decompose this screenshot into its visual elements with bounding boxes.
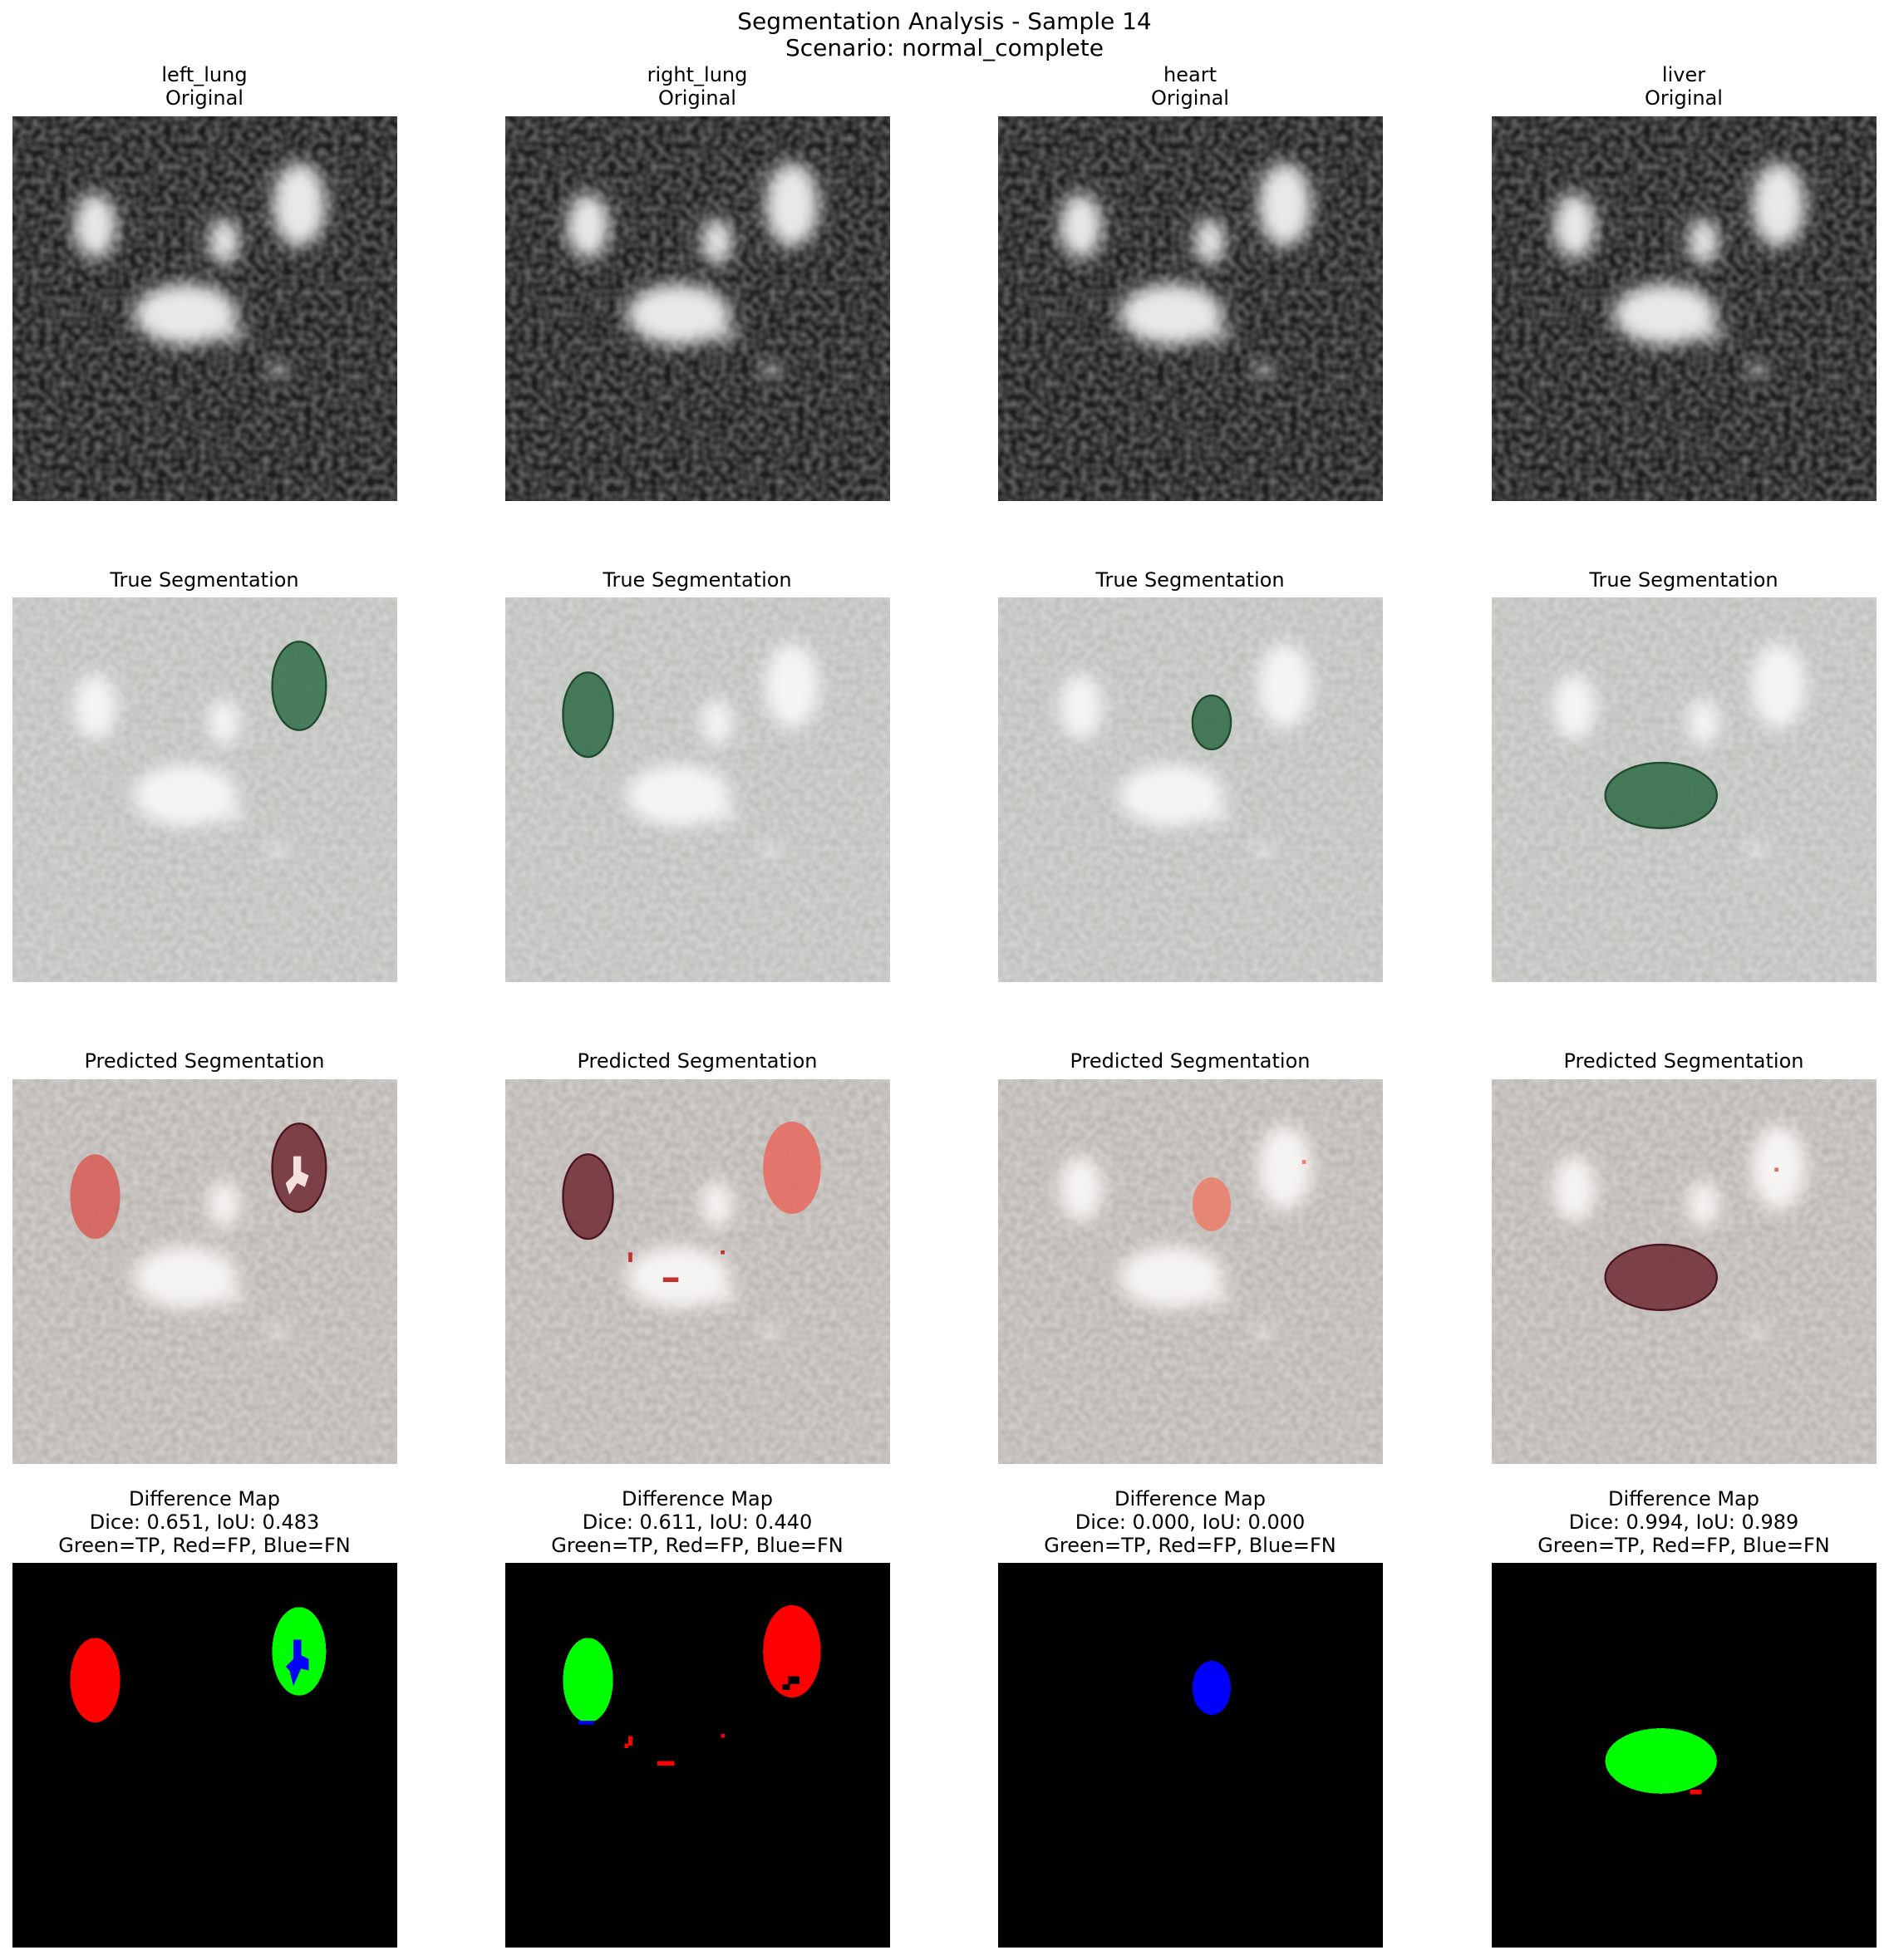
original-image-right-lung	[505, 116, 890, 501]
pred-seg-image-right-lung	[505, 1079, 890, 1464]
pred-seg-label-right-lung: Predicted Segmentation	[577, 1049, 818, 1073]
diff-tp-region	[1605, 1728, 1717, 1794]
original-label-left-lung: Original	[165, 86, 244, 110]
original-label-right-lung: Original	[658, 86, 736, 110]
diff-legend-heart: Green=TP, Red=FP, Blue=FN	[1044, 1534, 1336, 1557]
diff-map-left-lung	[12, 1563, 397, 1948]
figure-subtitle: Scenario: normal_complete	[785, 34, 1104, 61]
organ-label-heart: heart	[1163, 63, 1217, 86]
diff-legend-liver: Green=TP, Red=FP, Blue=FN	[1537, 1534, 1830, 1557]
diff-metrics-left-lung: Dice: 0.651, IoU: 0.483	[89, 1511, 320, 1534]
diff-metrics-liver: Dice: 0.994, IoU: 0.989	[1568, 1511, 1799, 1534]
pred-seg-image-left-lung	[12, 1079, 397, 1464]
true-mask-liver	[1604, 761, 1719, 829]
diff-label-heart: Difference Map	[1114, 1487, 1266, 1511]
true-seg-image-liver	[1492, 597, 1877, 982]
original-image-liver	[1492, 116, 1877, 501]
pred-seg-label-heart: Predicted Segmentation	[1070, 1049, 1311, 1073]
true-mask-heart	[1191, 694, 1232, 751]
diff-map-right-lung	[505, 1563, 890, 1948]
diff-tp-region	[563, 1638, 613, 1723]
true-seg-image-left-lung	[12, 597, 397, 982]
organ-label-liver: liver	[1661, 63, 1706, 86]
original-image-heart	[998, 116, 1383, 501]
original-image-left-lung	[12, 116, 397, 501]
diff-map-heart	[998, 1563, 1383, 1948]
true-seg-label-right-lung: True Segmentation	[603, 568, 792, 592]
pred-mask-fp-heart	[1192, 1177, 1232, 1231]
pred-seg-image-heart	[998, 1079, 1383, 1464]
diff-fp-region	[763, 1604, 821, 1698]
true-seg-label-heart: True Segmentation	[1095, 568, 1285, 592]
true-seg-image-heart	[998, 597, 1383, 982]
diff-label-left-lung: Difference Map	[128, 1487, 280, 1511]
diff-label-right-lung: Difference Map	[621, 1487, 773, 1511]
organ-label-right-lung: right_lung	[647, 63, 748, 86]
pred-mask-fp-right-lung	[763, 1121, 821, 1215]
diff-fp-region	[70, 1638, 121, 1723]
figure-title: Segmentation Analysis - Sample 14	[737, 7, 1152, 35]
diff-map-liver	[1492, 1563, 1877, 1948]
diff-fn-region	[1192, 1661, 1232, 1715]
true-mask-left-lung	[271, 641, 327, 731]
pred-mask-liver	[1604, 1243, 1719, 1311]
true-mask-right-lung	[562, 671, 614, 759]
pred-seg-label-liver: Predicted Segmentation	[1563, 1049, 1804, 1073]
diff-legend-left-lung: Green=TP, Red=FP, Blue=FN	[58, 1534, 351, 1557]
organ-label-left-lung: left_lung	[161, 63, 248, 86]
true-seg-label-liver: True Segmentation	[1589, 568, 1778, 592]
original-label-heart: Original	[1151, 86, 1229, 110]
diff-metrics-right-lung: Dice: 0.611, IoU: 0.440	[582, 1511, 813, 1534]
diff-legend-right-lung: Green=TP, Red=FP, Blue=FN	[551, 1534, 844, 1557]
pred-seg-label-left-lung: Predicted Segmentation	[84, 1049, 325, 1073]
pred-seg-image-liver	[1492, 1079, 1877, 1464]
original-label-liver: Original	[1645, 86, 1723, 110]
pred-mask-right-lung	[562, 1153, 614, 1240]
true-seg-image-right-lung	[505, 597, 890, 982]
pred-mask-fp-left-lung	[70, 1154, 121, 1240]
diff-metrics-heart: Dice: 0.000, IoU: 0.000	[1075, 1511, 1306, 1534]
true-seg-label-left-lung: True Segmentation	[110, 568, 299, 592]
diff-label-liver: Difference Map	[1607, 1487, 1759, 1511]
diff-fn-region	[285, 1639, 309, 1687]
